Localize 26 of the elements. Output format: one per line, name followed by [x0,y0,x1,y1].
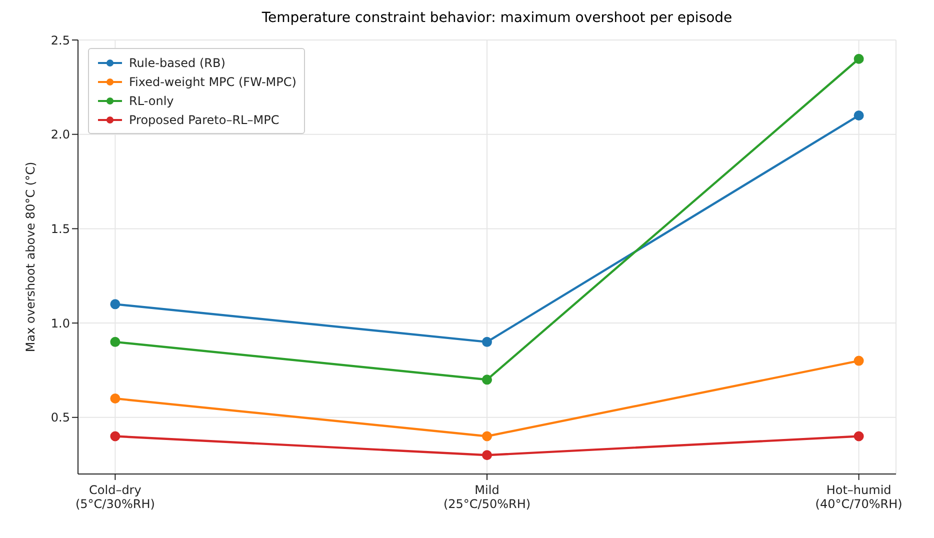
point [110,394,120,404]
legend-label: Rule-based (RB) [129,56,226,70]
point [482,431,492,442]
point [110,336,120,347]
point [854,356,864,366]
y-tick-label: 2.0 [50,128,70,142]
y-axis-title: Max overshoot above 80°C (°C) [23,162,38,352]
y-tick-label: 2.5 [50,33,70,48]
point [854,110,864,120]
point [110,431,120,442]
x-tick-label: Cold–dry (5°C/30%RH) [75,483,155,511]
point [854,431,864,442]
point [854,54,864,64]
y-tick-label: 0.5 [50,410,70,425]
point [482,336,492,347]
legend-label: Fixed-weight MPC (FW-MPC) [129,74,296,88]
point [482,374,492,385]
legend-label: RL-only [129,94,174,108]
x-tick-label: Hot–humid (40°C/70%RH) [815,483,902,511]
point [482,450,492,460]
point [110,299,120,310]
y-tick-label: 1.0 [50,316,70,330]
x-tick-label: Mild (25°C/50%RH) [443,483,531,511]
chart-title: Temperature constraint behavior: maximum overshoot per episode [260,9,734,28]
y-tick-label: 1.5 [50,222,70,236]
legend-label: Proposed Pareto–RL–MPC [129,112,280,126]
